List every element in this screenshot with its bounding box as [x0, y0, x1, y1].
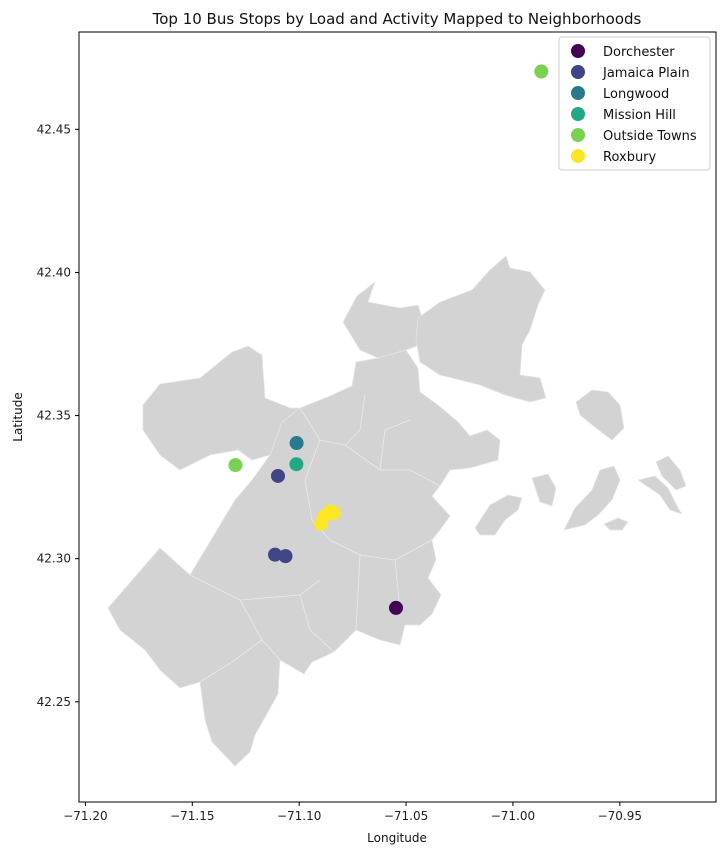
point-longwood: [289, 436, 304, 451]
x-axis-label: Longitude: [367, 831, 427, 845]
y-tick-label: 42.40: [37, 265, 71, 279]
point-jamaica-plain: [271, 468, 286, 483]
plot-area-frame: [78, 31, 717, 803]
x-tick-label: −71.15: [170, 809, 214, 823]
point-roxbury: [326, 505, 341, 520]
basemap-island-2: [474, 494, 523, 536]
y-tick-label: 42.30: [37, 552, 71, 566]
point-jamaica-plain: [278, 549, 293, 564]
legend-marker-dorchester: [571, 44, 585, 58]
point-jamaica-plain: [268, 547, 283, 562]
legend-marker-longwood: [571, 86, 585, 100]
legend-marker-roxbury: [571, 149, 585, 163]
x-tick-label: −71.20: [63, 809, 107, 823]
legend-marker-outside-towns: [571, 128, 585, 142]
legend-label-jamaica-plain: Jamaica Plain: [602, 66, 690, 81]
basemap-island-5: [637, 475, 683, 515]
legend-box: [558, 36, 711, 171]
basemap-east-boston: [415, 255, 547, 403]
y-tick-label: 42.45: [37, 122, 71, 136]
basemap-main-land: [107, 349, 501, 767]
legend-label-longwood: Longwood: [603, 87, 669, 102]
point-outside-towns: [534, 64, 549, 79]
point-outside-towns: [228, 458, 243, 473]
legend-marker-jamaica-plain: [571, 65, 585, 79]
basemap-boundaries: [189, 394, 441, 683]
data-points: [228, 64, 549, 615]
x-tick-label: −70.95: [598, 809, 642, 823]
basemap-allston: [142, 345, 302, 471]
basemap-island-6: [655, 455, 687, 491]
y-axis-ticks: 42.25 42.30 42.35 42.40 42.45: [37, 122, 79, 709]
legend-label-mission-hill: Mission Hill: [603, 108, 676, 123]
legend-marker-mission-hill: [571, 107, 585, 121]
neighborhood-basemap: [107, 255, 687, 767]
x-tick-label: −71.05: [384, 809, 428, 823]
y-tick-label: 42.25: [37, 695, 71, 709]
x-axis-ticks: −71.20 −71.15 −71.10 −71.05 −71.00 −70.95: [63, 802, 642, 823]
basemap-island-7: [603, 517, 629, 531]
basemap-island-3: [531, 473, 557, 507]
x-tick-label: −71.00: [491, 809, 535, 823]
legend-label-roxbury: Roxbury: [603, 150, 657, 165]
basemap-island-4: [563, 465, 621, 531]
x-tick-label: −71.10: [277, 809, 321, 823]
basemap-charlestown: [342, 280, 423, 359]
legend-label-outside-towns: Outside Towns: [603, 129, 697, 144]
chart-title: Top 10 Bus Stops by Load and Activity Ma…: [152, 10, 642, 28]
legend: Dorchester Jamaica Plain Longwood Mission H…: [558, 36, 711, 171]
basemap-island-1: [575, 389, 625, 441]
y-tick-label: 42.35: [37, 409, 71, 423]
point-dorchester: [389, 600, 404, 615]
y-axis-label: Latitude: [11, 392, 25, 441]
point-mission-hill: [289, 457, 304, 472]
legend-label-dorchester: Dorchester: [603, 45, 675, 60]
